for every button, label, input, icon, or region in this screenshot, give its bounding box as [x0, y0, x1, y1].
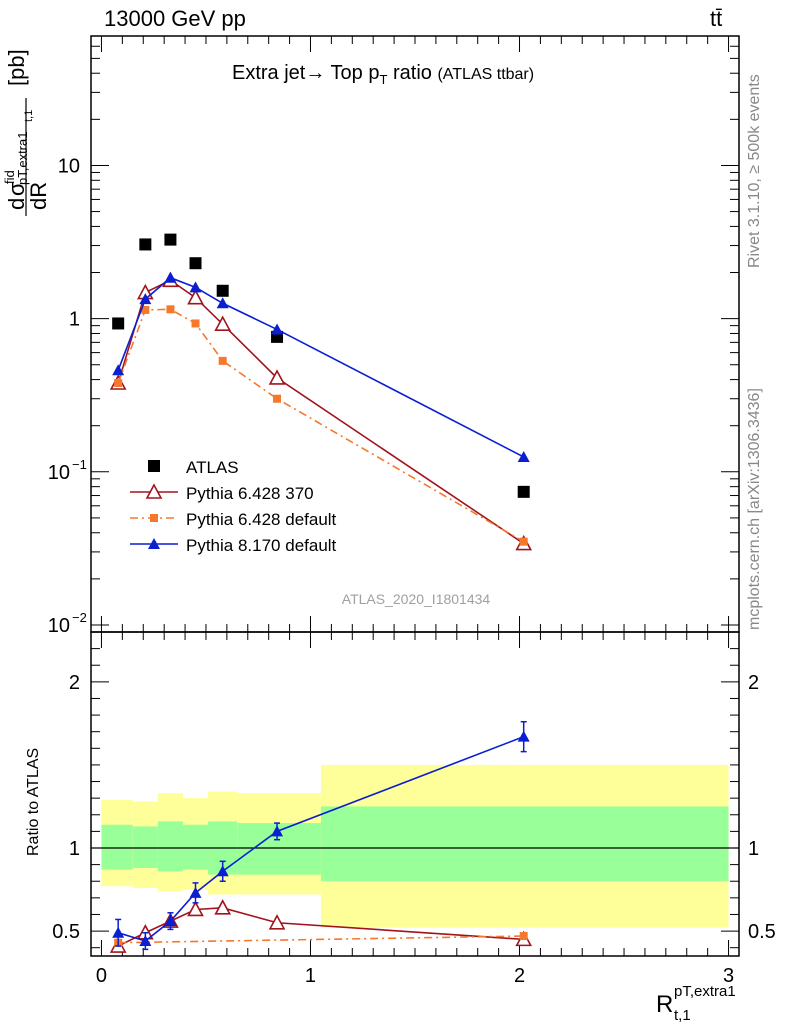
ratio-y-tick-label: 2 — [69, 672, 80, 694]
ratio-point-py6-default — [519, 932, 528, 941]
y-axis-label-sigma: σ — [4, 182, 29, 196]
data-point-py8-default — [271, 323, 284, 335]
y-axis-label-sup: fid — [2, 170, 17, 184]
y-axis-label-sub: pT,extra1 — [15, 132, 30, 185]
uncertainty-band-green — [101, 824, 133, 870]
ratio-point-py8-default — [112, 926, 125, 938]
x-tick-label: 3 — [723, 965, 734, 987]
legend-label-py6-370: Pythia 6.428 370 — [186, 484, 314, 503]
analysis-watermark: ATLAS_2020_I1801434 — [342, 591, 491, 607]
data-point-py6-default — [114, 379, 123, 388]
y-tick-exponent: −2 — [72, 610, 87, 625]
uncertainty-band-green — [132, 826, 158, 868]
ratio-y-tick-label-right: 0.5 — [748, 921, 776, 943]
series-line-py6-370 — [117, 279, 525, 545]
data-point-py8-default — [216, 297, 229, 309]
plot-title: Extra jet→ Top pT ratio (ATLAS ttbar) — [232, 62, 534, 87]
data-point-py8-default — [517, 450, 530, 462]
data-point-atlas — [216, 284, 229, 297]
ratio-y-axis-label: Ratio to ATLAS — [25, 748, 42, 856]
plot-title-main: Extra jet→ Top p — [232, 62, 380, 84]
ratio-point-py8-default — [216, 865, 229, 877]
data-point-py8-default — [112, 364, 125, 376]
ratio-y-tick-label-right: 1 — [748, 838, 759, 860]
data-point-py6-default — [191, 319, 200, 328]
y-axis-label-sub2: t,1 — [23, 110, 35, 122]
legend-marker-py6-default — [150, 514, 158, 522]
x-axis-label: R — [656, 991, 673, 1018]
x-tick-label: 0 — [96, 965, 107, 987]
ratio-y-tick-label-right: 2 — [748, 672, 759, 694]
data-point-py6-370 — [268, 369, 286, 385]
data-point-atlas — [517, 485, 530, 498]
plot-title-sub: T — [379, 72, 388, 87]
y-axis-label-d: d — [4, 198, 29, 210]
x-axis-label-sub: t,1 — [674, 1007, 691, 1024]
ratio-point-py8-default — [189, 886, 202, 898]
ratio-point-py6-370 — [187, 900, 204, 917]
header-right: tt̄ — [710, 6, 723, 31]
data-point-py6-default — [273, 394, 282, 403]
data-point-atlas — [139, 238, 152, 251]
uncertainty-band-green — [182, 824, 209, 870]
y-tick-label: 10 — [58, 155, 80, 177]
uncertainty-band-green — [157, 821, 183, 872]
y-tick-label: 10 — [48, 462, 70, 484]
ratio-y-axis-label-text: Ratio to ATLAS — [25, 748, 42, 856]
y-axis-label-unit: [pb] — [4, 49, 29, 86]
data-point-py6-370 — [214, 315, 232, 331]
data-point-atlas — [112, 317, 125, 330]
legend-marker-atlas — [148, 460, 160, 472]
y-tick-exponent: −1 — [72, 457, 87, 472]
ratio-point-py6-370 — [214, 899, 232, 915]
legend-label-py6-default: Pythia 6.428 default — [186, 510, 337, 529]
y-tick-label: 1 — [69, 309, 80, 331]
ratio-point-py8-default — [139, 935, 152, 947]
ratio-y-tick-label: 1 — [69, 838, 80, 860]
data-point-py6-default — [519, 537, 528, 546]
ratio-point-py6-370 — [268, 914, 286, 930]
x-axis-label-sup: pT,extra1 — [674, 983, 736, 1000]
data-point-atlas — [189, 257, 202, 270]
data-point-py8-default — [164, 271, 177, 283]
ratio-line-py6-default — [118, 935, 524, 944]
data-point-py6-default — [166, 305, 175, 314]
x-tick-label: 1 — [305, 965, 316, 987]
ratio-point-py8-default — [164, 915, 177, 927]
ratio-point-py8-default — [517, 730, 530, 742]
x-tick-label: 2 — [514, 965, 525, 987]
data-point-py8-default — [139, 293, 152, 305]
y-axis-label-denominator: dR — [26, 182, 51, 210]
plot-title-tail: ratio — [387, 62, 432, 84]
uncertainty-band-green — [320, 806, 729, 882]
legend-marker-py8-default — [148, 538, 160, 549]
ratio-point-py8-default — [271, 825, 284, 837]
y-tick-label: 10 — [48, 615, 70, 637]
ratio-y-tick-label: 0.5 — [52, 921, 80, 943]
data-point-py6-default — [218, 356, 227, 365]
series-line-py8-default — [117, 276, 525, 458]
data-point-py6-370 — [187, 289, 204, 305]
legend-marker-py6-370 — [145, 483, 163, 499]
header-left: 13000 GeV pp — [104, 6, 246, 31]
side-label-mcplots: mcplots.cern.ch [arXiv:1306.3436] — [746, 388, 763, 630]
plot-title-small: (ATLAS ttbar) — [437, 66, 535, 83]
data-point-py8-default — [189, 281, 202, 293]
data-point-atlas — [164, 233, 177, 246]
legend-label-py8-default: Pythia 8.170 default — [186, 536, 337, 555]
side-label-rivet: Rivet 3.1.10, ≥ 500k events — [746, 74, 763, 268]
legend-label-atlas: ATLAS — [186, 458, 239, 477]
data-point-py6-default — [141, 305, 150, 314]
